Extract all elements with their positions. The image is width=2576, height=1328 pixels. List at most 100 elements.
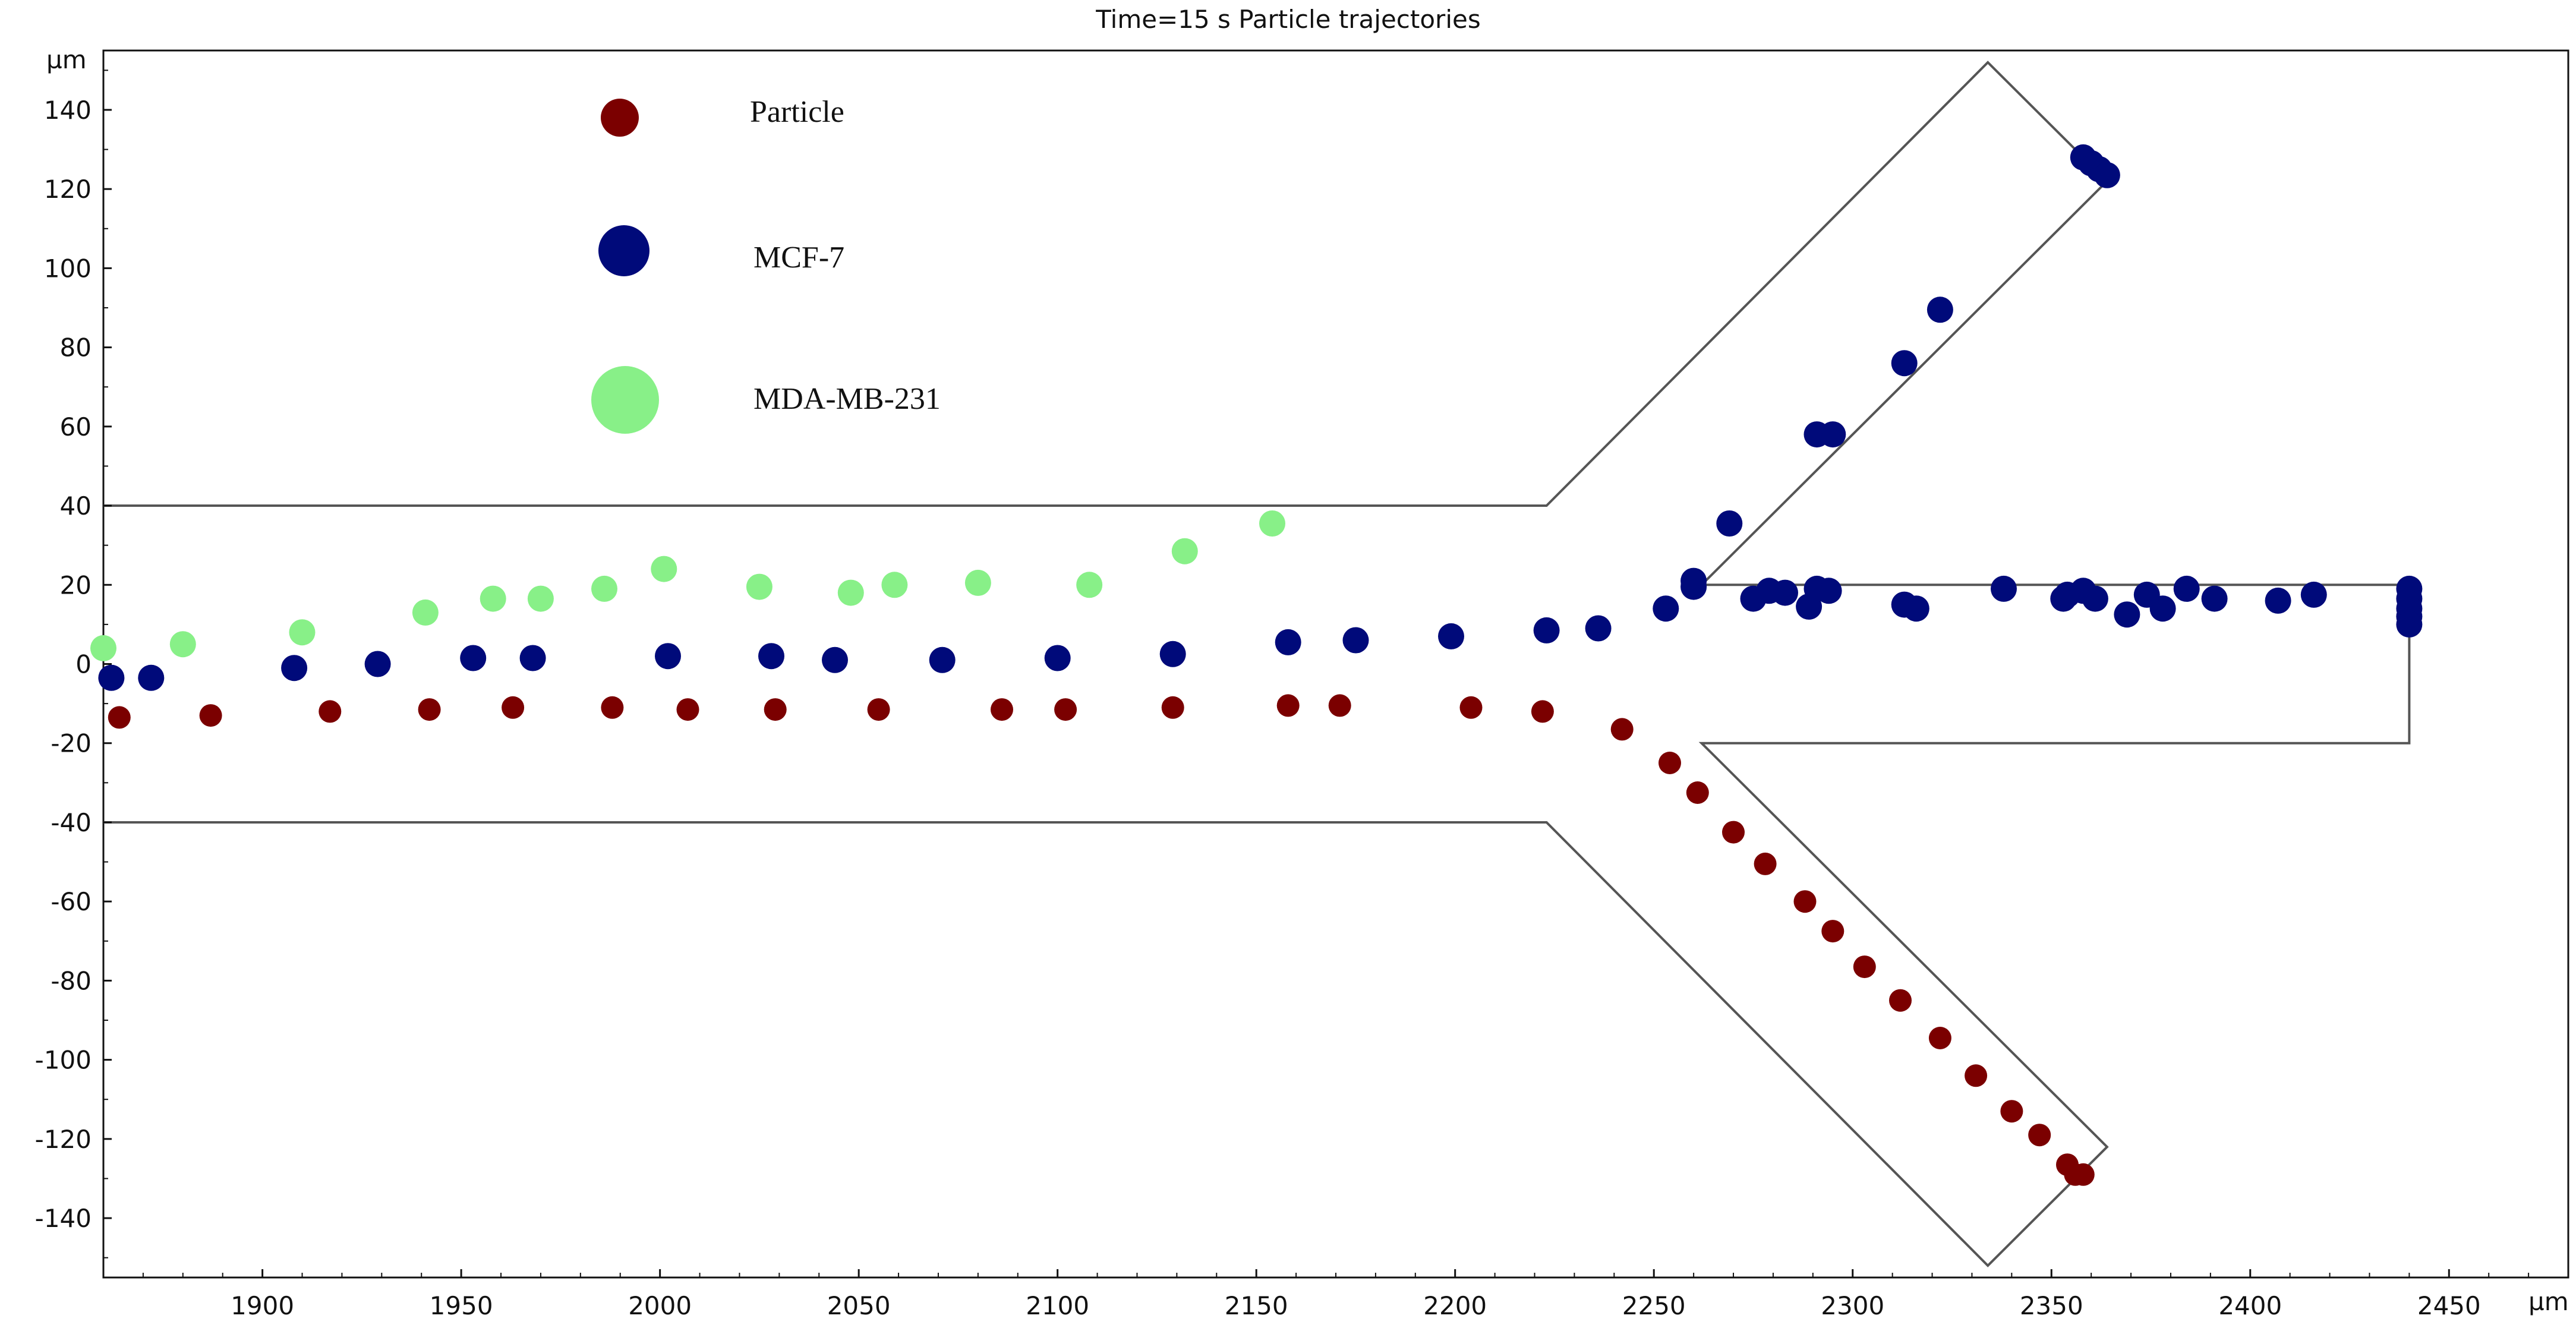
y-tick-label: -120 bbox=[35, 1125, 92, 1154]
data-point bbox=[90, 635, 116, 661]
data-point bbox=[1820, 421, 1846, 448]
data-point bbox=[1054, 698, 1077, 721]
data-point bbox=[2114, 601, 2140, 628]
data-point bbox=[1793, 890, 1817, 913]
y-tick-label: 40 bbox=[60, 491, 92, 521]
data-point bbox=[1927, 296, 1953, 323]
data-point bbox=[2300, 581, 2327, 608]
legend-label-particle: Particle bbox=[750, 95, 844, 129]
data-point bbox=[929, 646, 956, 673]
data-point bbox=[1610, 718, 1634, 741]
data-point bbox=[2201, 585, 2228, 612]
data-point bbox=[1159, 641, 1186, 667]
data-point bbox=[837, 579, 864, 606]
y-tick-label: -60 bbox=[51, 887, 92, 916]
data-point bbox=[1821, 920, 1844, 943]
data-point bbox=[601, 696, 624, 719]
data-point bbox=[1171, 538, 1198, 564]
legend-label-mda-mb-231: MDA-MB-231 bbox=[753, 382, 941, 416]
data-point bbox=[881, 572, 908, 598]
data-point bbox=[319, 700, 342, 723]
data-point bbox=[964, 569, 991, 596]
x-tick-label: 2250 bbox=[1622, 1291, 1686, 1320]
data-point bbox=[108, 706, 131, 729]
data-point bbox=[281, 655, 308, 682]
data-point bbox=[822, 646, 848, 673]
data-point bbox=[480, 585, 506, 612]
series-mcf-7 bbox=[98, 144, 2423, 691]
channel-outline bbox=[103, 61, 2411, 1267]
x-tick-label: 2450 bbox=[2417, 1291, 2481, 1320]
y-tick-label: -40 bbox=[51, 808, 92, 837]
data-point bbox=[2396, 611, 2423, 638]
y-axis: 140 120 100 80 60 40 20 0 -20 -40 -60 -80 -100 -120 -1… bbox=[35, 70, 112, 1258]
data-point bbox=[1161, 696, 1184, 719]
data-point bbox=[1276, 694, 1300, 717]
data-point bbox=[1754, 852, 1777, 875]
data-point bbox=[746, 573, 773, 600]
y-tick-label: 0 bbox=[75, 650, 92, 679]
y-tick-label: 80 bbox=[60, 333, 92, 362]
data-point bbox=[2071, 1163, 2095, 1186]
data-point bbox=[1716, 510, 1743, 537]
data-point bbox=[519, 645, 546, 671]
data-point bbox=[1815, 578, 1842, 604]
data-point bbox=[1659, 752, 1681, 774]
data-point bbox=[655, 643, 681, 670]
data-point bbox=[1533, 617, 1560, 644]
x-tick-label: 2400 bbox=[2218, 1291, 2282, 1320]
y-tick-label: -80 bbox=[51, 966, 92, 995]
data-point bbox=[1686, 781, 1709, 804]
data-point bbox=[591, 575, 617, 602]
y-tick-label: -20 bbox=[51, 729, 92, 758]
x-tick-label: 2100 bbox=[1026, 1291, 1089, 1320]
data-point bbox=[2173, 575, 2200, 602]
data-point bbox=[1772, 579, 1798, 606]
data-point bbox=[289, 619, 316, 646]
channel-wall-0 bbox=[103, 61, 2411, 1267]
data-point bbox=[1438, 623, 1464, 649]
x-tick-label: 2200 bbox=[1423, 1291, 1487, 1320]
y-tick-label: 100 bbox=[44, 254, 92, 283]
legend-label-mcf7: MCF-7 bbox=[753, 241, 844, 275]
data-point bbox=[460, 645, 487, 671]
data-point bbox=[98, 664, 125, 691]
x-tick-label: 2000 bbox=[628, 1291, 692, 1320]
data-point bbox=[138, 664, 165, 691]
legend-marker-mda-mb-231 bbox=[591, 366, 659, 434]
data-point bbox=[2093, 162, 2120, 188]
data-point bbox=[2265, 587, 2291, 614]
y-axis-unit-label: µm bbox=[46, 45, 87, 74]
data-point bbox=[651, 556, 677, 582]
data-point bbox=[1965, 1064, 1988, 1087]
data-point bbox=[1044, 645, 1071, 671]
x-tick-label: 1950 bbox=[430, 1291, 493, 1320]
data-point bbox=[1259, 510, 1285, 537]
legend: Particle MCF-7 MDA-MB-231 bbox=[591, 95, 941, 434]
data-point bbox=[1531, 700, 1554, 723]
data-point bbox=[1585, 615, 1612, 642]
x-tick-label: 2350 bbox=[2020, 1291, 2083, 1320]
data-point bbox=[1328, 694, 1351, 717]
data-point bbox=[412, 599, 439, 626]
data-point bbox=[867, 698, 890, 721]
data-point bbox=[1853, 955, 1876, 979]
data-point bbox=[2149, 595, 2176, 622]
data-point bbox=[1889, 989, 1912, 1012]
data-point bbox=[2000, 1100, 2023, 1123]
y-tick-label: 120 bbox=[44, 175, 92, 204]
data-point bbox=[764, 698, 787, 721]
x-tick-label: 2150 bbox=[1225, 1291, 1288, 1320]
data-point bbox=[2082, 585, 2108, 612]
data-point bbox=[199, 704, 222, 727]
data-point bbox=[676, 698, 699, 721]
data-point bbox=[2028, 1124, 2051, 1147]
y-tick-label: -100 bbox=[35, 1046, 92, 1075]
data-point bbox=[169, 631, 196, 658]
x-tick-label: 2300 bbox=[1821, 1291, 1884, 1320]
legend-marker-mcf7 bbox=[598, 225, 649, 276]
y-tick-label: 20 bbox=[60, 570, 92, 600]
data-point bbox=[1076, 572, 1103, 598]
data-point bbox=[758, 643, 784, 670]
data-point bbox=[1653, 595, 1679, 622]
